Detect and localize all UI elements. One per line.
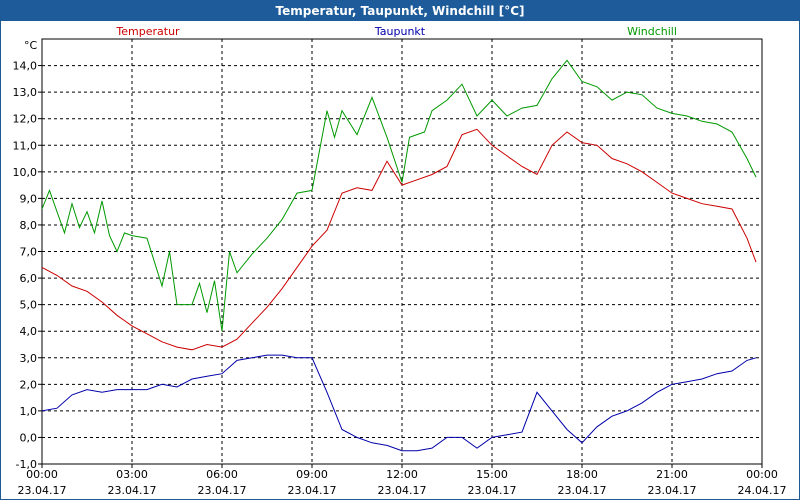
y-tick-label: 11,0 bbox=[13, 139, 38, 152]
x-tick-time-label: 00:00 bbox=[26, 468, 58, 481]
x-tick-time-label: 06:00 bbox=[206, 468, 238, 481]
series-line-windchill bbox=[41, 59, 757, 332]
x-tick-time-label: 18:00 bbox=[566, 468, 598, 481]
x-tick-date-label: 23.04.17 bbox=[378, 484, 427, 497]
y-tick-label: 2,0 bbox=[20, 378, 38, 391]
y-tick-label: 9,0 bbox=[20, 192, 38, 205]
y-tick-label: 0,0 bbox=[20, 431, 38, 444]
y-axis-unit-label: °C bbox=[24, 39, 38, 52]
x-tick-date-label: 23.04.17 bbox=[288, 484, 337, 497]
legend-entry-temperatur: Temperatur bbox=[115, 25, 180, 38]
legend: Temperatur Taupunkt Windchill bbox=[115, 25, 677, 38]
y-tick-label: 4,0 bbox=[20, 325, 38, 338]
legend-entry-windchill: Windchill bbox=[627, 25, 677, 38]
y-tick-label: 5,0 bbox=[20, 299, 38, 312]
x-tick-time-label: 00:00 bbox=[746, 468, 778, 481]
series-line-temperatur bbox=[41, 128, 757, 351]
x-tick-date-label: 23.04.17 bbox=[648, 484, 697, 497]
series-lines bbox=[41, 59, 757, 452]
x-tick-date-label: 23.04.17 bbox=[198, 484, 247, 497]
y-tick-label: 12,0 bbox=[13, 113, 38, 126]
y-tick-label: 3,0 bbox=[20, 352, 38, 365]
legend-entry-taupunkt: Taupunkt bbox=[374, 25, 426, 38]
x-tick-time-label: 09:00 bbox=[296, 468, 328, 481]
x-tick-date-label: 23.04.17 bbox=[108, 484, 157, 497]
y-tick-label: 10,0 bbox=[13, 166, 38, 179]
x-tick-time-label: 03:00 bbox=[116, 468, 148, 481]
x-tick-date-label: 23.04.17 bbox=[468, 484, 517, 497]
y-tick-label: 6,0 bbox=[20, 272, 38, 285]
x-tick-time-label: 15:00 bbox=[476, 468, 508, 481]
x-tick-time-label: 21:00 bbox=[656, 468, 688, 481]
chart-title: Temperatur, Taupunkt, Windchill [°C] bbox=[1, 1, 799, 21]
x-tick-date-label: 23.04.17 bbox=[558, 484, 607, 497]
grid-lines bbox=[42, 39, 762, 465]
x-tick-date-label: 23.04.17 bbox=[18, 484, 67, 497]
y-axis-ticks: -1,0 0,0 1,0 2,0 3,0 4,0 5,0 6,0 7,0 8,0 9,0 10,0 11… bbox=[13, 60, 42, 471]
y-tick-label: 7,0 bbox=[20, 246, 38, 259]
y-tick-label: 8,0 bbox=[20, 219, 38, 232]
y-tick-label: 14,0 bbox=[13, 60, 38, 73]
x-tick-time-label: 12:00 bbox=[386, 468, 418, 481]
y-tick-label: -1,0 bbox=[16, 458, 37, 471]
x-axis-ticks: 00:00 23.04.17 03:00 23.04.17 06:00 23.04.17 0… bbox=[18, 464, 787, 497]
y-tick-label: 13,0 bbox=[13, 86, 38, 99]
x-tick-date-label: 24.04.17 bbox=[738, 484, 787, 497]
series-line-taupunkt bbox=[41, 354, 757, 452]
y-tick-label: 1,0 bbox=[20, 405, 38, 418]
